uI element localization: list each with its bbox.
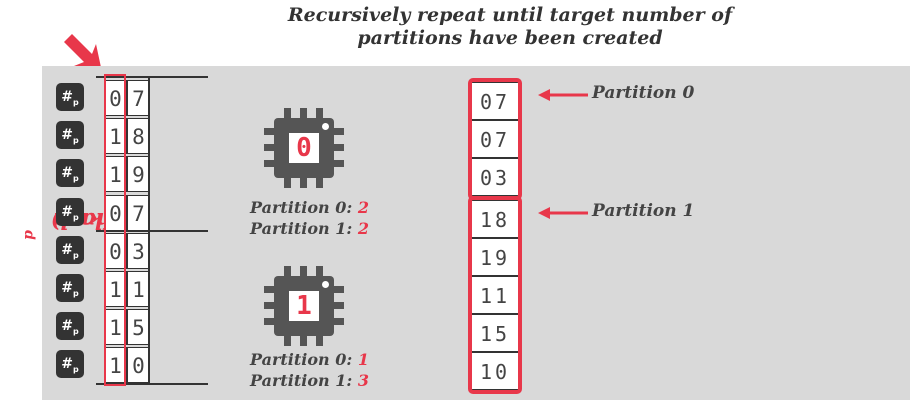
output-value: 15	[471, 314, 519, 352]
table-top-line	[96, 76, 208, 78]
key-digit-low: 7	[127, 80, 150, 116]
hash-function-label: hashp(key)	[20, 207, 114, 240]
hash-badge-icon: #p	[56, 121, 84, 150]
table-right-line	[148, 76, 150, 385]
key-digit-low: 7	[127, 194, 150, 231]
cpu-1-icon: 1	[262, 264, 346, 348]
partition-count: Partition 0: 2	[250, 198, 369, 217]
key-digit-low: 5	[127, 309, 150, 346]
key-digit-high: 0	[104, 232, 127, 269]
hash-badge-icon: #p	[56, 159, 84, 188]
partition-1-label: Partition 1	[592, 201, 695, 221]
key-digit-high: 0	[104, 80, 127, 116]
output-value: 03	[471, 158, 519, 196]
partition-count: Partition 1: 3	[250, 371, 369, 390]
partition-0-label: Partition 0	[592, 83, 695, 103]
cpu-number: 1	[289, 291, 319, 321]
hash-badge-icon: #p	[56, 83, 84, 111]
partition-1-group	[468, 196, 522, 394]
partition-count: Partition 1: 2	[250, 219, 369, 238]
output-value: 18	[471, 200, 519, 238]
key-digit-low: 1	[127, 271, 150, 307]
arrow-left-icon	[538, 89, 588, 101]
key-digit-low: 8	[127, 118, 150, 155]
hash-badge-icon: #p	[56, 274, 84, 302]
output-value: 07	[471, 82, 519, 120]
hash-badge-icon: #p	[56, 312, 84, 341]
arrow-left-icon	[538, 207, 588, 219]
cpu-number: 0	[289, 133, 319, 163]
key-digit-low: 0	[127, 347, 150, 384]
output-value: 11	[471, 276, 519, 314]
partition-0-group	[468, 78, 522, 200]
hash-badge-icon: #p	[56, 350, 84, 379]
slide-title: Recursively repeat until target number o…	[200, 4, 820, 50]
digit-highlight	[104, 74, 126, 386]
cpu-0-icon: 0	[262, 106, 346, 190]
key-digit-high: 1	[104, 309, 127, 346]
title-line-2: partitions have been created	[357, 27, 663, 49]
pointer-arrow-icon	[64, 34, 102, 72]
title-line-1: Recursively repeat until target number o…	[287, 4, 733, 26]
hash-badge-icon: #p	[56, 197, 84, 226]
key-digit-high: 1	[104, 271, 127, 307]
partition-count: Partition 0: 1	[250, 350, 369, 369]
hash-badge-icon: #p	[56, 235, 84, 264]
table-split-line	[96, 230, 208, 232]
table-bottom-line	[96, 383, 208, 385]
key-digit-low: 3	[127, 232, 150, 269]
output-value: 10	[471, 352, 519, 390]
key-digit-high: 1	[104, 118, 127, 155]
key-digit-low: 9	[127, 156, 150, 193]
